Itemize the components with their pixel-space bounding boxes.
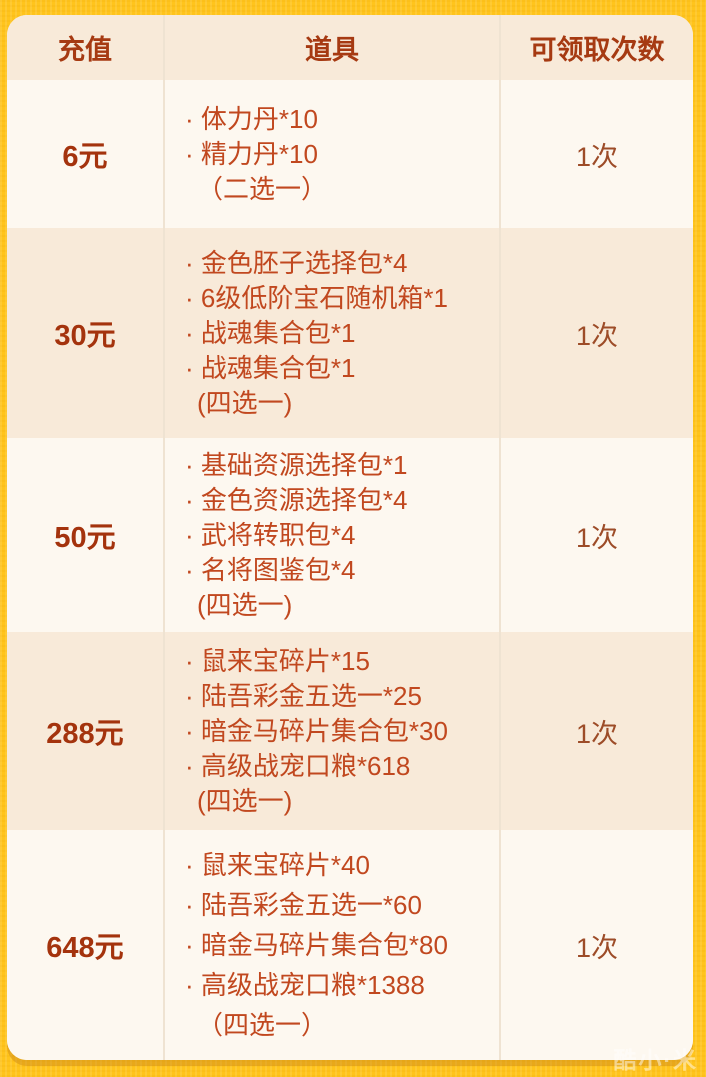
column-header-recharge: 充值 (58, 35, 112, 65)
item-line: · 鼠来宝碎片*40 (185, 850, 370, 880)
recharge-cell: 648元 (7, 830, 165, 1060)
item-list: · 鼠来宝碎片*15 · 陆吾彩金五选一*25 · 暗金马碎片集合包*30 · 高级战… (185, 644, 448, 819)
item-line: · 武将转职包*4 (185, 519, 356, 550)
items-cell: · 金色胚子选择包*4 · 6级低阶宝石随机箱*1 · 战魂集合包*1 · 战魂集合包… (165, 228, 501, 438)
recharge-amount: 30元 (54, 320, 116, 352)
claims-cell: 1次 (501, 830, 693, 1060)
table-row: 6元 · 体力丹*10 · 精力丹*10 （二选一） 1次 (7, 80, 693, 228)
table-row: 50元 · 基础资源选择包*1 · 金色资源选择包*4 · 武将转职包*4 · 名将图… (7, 438, 693, 632)
choose-one-note: （二选一） (197, 173, 328, 204)
item-line: · 陆吾彩金五选一*60 (185, 890, 422, 920)
item-line: · 战魂集合包*1 (185, 352, 356, 383)
header-cell-claims: 可领取次数 (501, 15, 693, 80)
table-row: 648元 · 鼠来宝碎片*40 · 陆吾彩金五选一*60 · 暗金马碎片集合包*80… (7, 830, 693, 1060)
claim-count: 1次 (575, 320, 619, 351)
table-row: 288元 · 鼠来宝碎片*15 · 陆吾彩金五选一*25 · 暗金马碎片集合包*30… (7, 632, 693, 830)
item-line: · 金色胚子选择包*4 (185, 247, 408, 278)
item-line: · 鼠来宝碎片*15 (185, 645, 370, 676)
item-line: · 金色资源选择包*4 (185, 484, 408, 515)
items-cell: · 基础资源选择包*1 · 金色资源选择包*4 · 武将转职包*4 · 名将图鉴包*4… (165, 438, 501, 632)
choose-one-note: (四选一) (197, 387, 293, 418)
claim-count: 1次 (575, 141, 619, 172)
item-list: · 金色胚子选择包*4 · 6级低阶宝石随机箱*1 · 战魂集合包*1 · 战魂集合包… (185, 246, 448, 421)
choose-one-note: (四选一) (197, 589, 293, 620)
claims-cell: 1次 (501, 80, 693, 228)
claims-cell: 1次 (501, 228, 693, 438)
item-line: · 名将图鉴包*4 (185, 554, 356, 585)
items-cell: · 体力丹*10 · 精力丹*10 （二选一） (165, 80, 501, 228)
recharge-amount: 648元 (46, 932, 124, 964)
column-header-claims: 可领取次数 (529, 35, 665, 65)
item-line: · 陆吾彩金五选一*25 (185, 680, 422, 711)
table-row: 30元 · 金色胚子选择包*4 · 6级低阶宝石随机箱*1 · 战魂集合包*1 · 战… (7, 228, 693, 438)
column-header-items: 道具 (305, 35, 359, 65)
item-list: · 体力丹*10 · 精力丹*10 （二选一） (185, 102, 327, 207)
item-line: · 基础资源选择包*1 (185, 449, 408, 480)
claims-cell: 1次 (501, 438, 693, 632)
recharge-amount: 288元 (46, 718, 124, 750)
claim-count: 1次 (575, 932, 619, 963)
claim-count: 1次 (575, 718, 619, 749)
recharge-amount: 6元 (62, 141, 108, 173)
item-line: · 暗金马碎片集合包*30 (185, 715, 448, 746)
item-line: · 高级战宠口粮*618 (185, 750, 411, 781)
item-line: · 精力丹*10 (185, 138, 318, 169)
claim-count: 1次 (575, 522, 619, 553)
choose-one-note: (四选一) (197, 785, 293, 816)
item-line: · 体力丹*10 (185, 103, 318, 134)
item-line: · 暗金马碎片集合包*80 (185, 930, 448, 960)
header-cell-items: 道具 (165, 15, 501, 80)
recharge-amount: 50元 (54, 522, 116, 554)
header-cell-recharge: 充值 (7, 15, 165, 80)
recharge-cell: 6元 (7, 80, 165, 228)
table-body: 6元 · 体力丹*10 · 精力丹*10 （二选一） 1次 30元 · 金色胚子选择… (7, 80, 693, 1060)
claims-cell: 1次 (501, 632, 693, 830)
item-line: · 高级战宠口粮*1388 (185, 970, 425, 1000)
item-line: · 战魂集合包*1 (185, 317, 356, 348)
item-list: · 鼠来宝碎片*40 · 陆吾彩金五选一*60 · 暗金马碎片集合包*80 · 高级战… (185, 845, 448, 1045)
item-line: · 6级低阶宝石随机箱*1 (185, 282, 448, 313)
table-header-row: 充值 道具 可领取次数 (7, 15, 693, 80)
items-cell: · 鼠来宝碎片*15 · 陆吾彩金五选一*25 · 暗金马碎片集合包*30 · 高级战… (165, 632, 501, 830)
items-cell: · 鼠来宝碎片*40 · 陆吾彩金五选一*60 · 暗金马碎片集合包*80 · 高级战… (165, 830, 501, 1060)
item-list: · 基础资源选择包*1 · 金色资源选择包*4 · 武将转职包*4 · 名将图鉴包*4… (185, 448, 407, 623)
recharge-cell: 30元 (7, 228, 165, 438)
recharge-rewards-table: 充值 道具 可领取次数 6元 · 体力丹*10 · 精力丹*10 （二选一） 1次 … (7, 15, 693, 1060)
recharge-cell: 50元 (7, 438, 165, 632)
choose-one-note: （四选一） (197, 1010, 328, 1040)
recharge-cell: 288元 (7, 632, 165, 830)
